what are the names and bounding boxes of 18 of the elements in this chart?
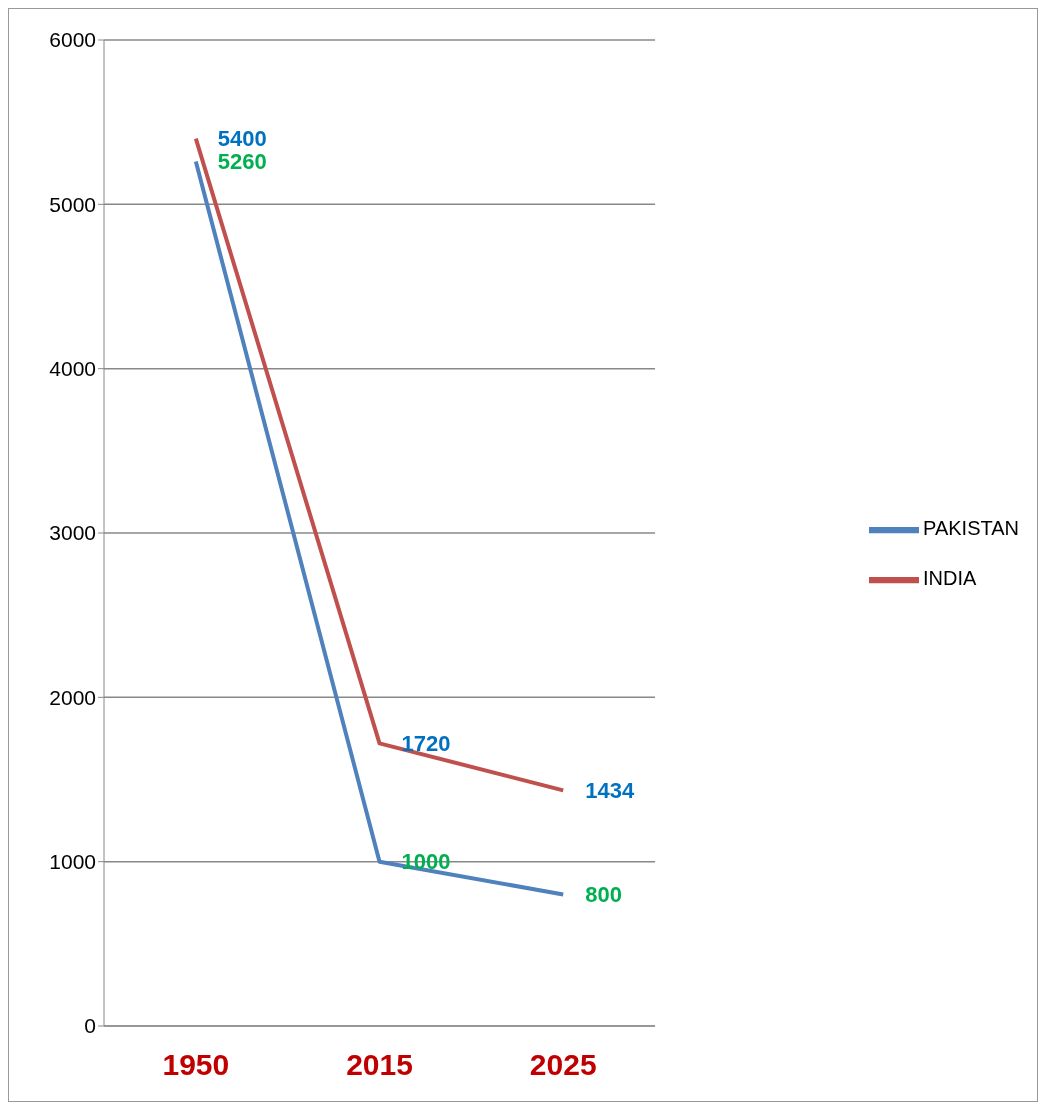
legend-label: PAKISTAN [923,517,1019,540]
y-tick-label: 3000 [49,521,96,545]
data-label: 5260 [217,149,267,175]
x-tick-label: 2025 [529,1048,597,1082]
data-label: 5400 [217,126,267,152]
data-label: 1434 [585,778,635,804]
x-tick-label: 2015 [346,1048,413,1082]
y-tick-label: 4000 [49,357,96,381]
data-label: 1720 [401,731,451,757]
y-tick-label: 6000 [49,28,96,52]
y-tick-label: 2000 [49,685,96,709]
legend-label: INDIA [923,567,977,590]
data-label: 1000 [401,849,451,875]
y-tick-label: 1000 [49,850,96,874]
y-tick-label: 0 [84,1014,96,1038]
x-tick-label: 1950 [162,1048,230,1082]
data-label: 800 [585,882,622,908]
y-tick-label: 5000 [49,192,96,216]
